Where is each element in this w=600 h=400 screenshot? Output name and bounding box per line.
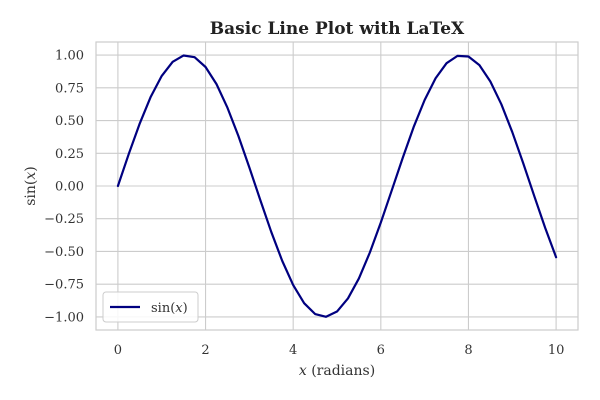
x-axis-label-rest: (radians)	[307, 363, 375, 379]
plot-frame	[95, 41, 579, 331]
plot-area	[95, 41, 579, 331]
legend-label-fn: sin(	[151, 301, 175, 316]
legend: sin(x)	[102, 291, 199, 323]
y-tick-label: −1.00	[44, 310, 84, 325]
y-tick-label: 0.50	[55, 114, 84, 129]
y-tick-labels: 1.00 0.75 0.50 0.25 0.00 −0.25 −0.50 −0.75 −1.00	[44, 49, 84, 326]
y-tick-label: −0.75	[44, 278, 84, 293]
y-axis-label-close: )	[23, 166, 39, 171]
x-axis-label-var: x	[299, 363, 307, 379]
x-tick-label: 4	[289, 343, 297, 358]
x-tick-label: 8	[464, 343, 472, 358]
y-axis-label-var: x	[23, 172, 39, 180]
y-tick-label: 1.00	[55, 49, 84, 64]
x-tick-label: 10	[548, 343, 565, 358]
chart-title: Basic Line Plot with LaTeX	[210, 19, 465, 39]
x-tick-labels: 0 2 4 6 8 10	[114, 343, 565, 358]
legend-box	[102, 291, 199, 323]
legend-label-var: x	[175, 301, 183, 316]
y-tick-label: 0.75	[55, 81, 84, 96]
legend-label-close: )	[183, 301, 188, 316]
x-axis-label: x (radians)	[299, 363, 375, 379]
series-group	[116, 54, 558, 318]
y-tick-label: −0.50	[44, 245, 84, 260]
x-tick-label: 6	[377, 343, 385, 358]
x-tick-label: 0	[114, 343, 122, 358]
y-axis-label-fn: sin(	[23, 180, 39, 206]
legend-label: sin(x)	[151, 301, 188, 316]
y-tick-label: 0.00	[55, 180, 84, 195]
y-tick-label: 0.25	[55, 147, 84, 162]
grid	[96, 42, 578, 330]
y-tick-label: −0.25	[44, 212, 84, 227]
y-axis-label: sin(x)	[23, 166, 39, 206]
series-line-sin-x	[116, 54, 558, 318]
x-tick-label: 2	[201, 343, 209, 358]
